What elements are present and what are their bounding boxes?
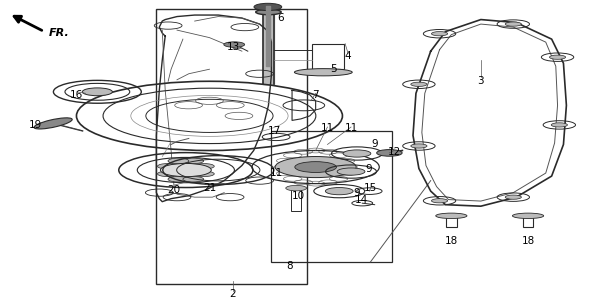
- Ellipse shape: [325, 188, 353, 195]
- Ellipse shape: [158, 163, 178, 169]
- Text: 17: 17: [268, 126, 281, 136]
- Ellipse shape: [168, 158, 189, 164]
- Ellipse shape: [549, 55, 566, 59]
- Text: 11: 11: [321, 123, 334, 133]
- Text: 9: 9: [365, 163, 372, 174]
- Ellipse shape: [411, 82, 427, 86]
- Text: 16: 16: [70, 90, 83, 100]
- Ellipse shape: [183, 176, 204, 182]
- Ellipse shape: [343, 150, 371, 157]
- Text: 18: 18: [445, 236, 458, 246]
- Bar: [523, 216, 533, 227]
- Ellipse shape: [254, 3, 282, 11]
- Ellipse shape: [294, 69, 352, 76]
- Text: 4: 4: [345, 51, 352, 61]
- Ellipse shape: [168, 176, 189, 182]
- Bar: [312, 44, 344, 69]
- Text: 3: 3: [477, 76, 484, 86]
- Text: 14: 14: [355, 195, 368, 205]
- Ellipse shape: [160, 163, 211, 177]
- Bar: [291, 188, 301, 211]
- Ellipse shape: [431, 32, 448, 36]
- Text: 15: 15: [364, 183, 377, 193]
- Text: 6: 6: [277, 13, 284, 23]
- Text: 12: 12: [388, 147, 401, 157]
- Ellipse shape: [551, 123, 568, 127]
- Ellipse shape: [224, 42, 245, 47]
- Bar: [446, 216, 457, 227]
- Text: 9: 9: [353, 188, 360, 198]
- Ellipse shape: [34, 118, 72, 129]
- Text: 13: 13: [227, 42, 240, 52]
- Ellipse shape: [505, 195, 522, 199]
- Ellipse shape: [158, 171, 178, 177]
- Text: 20: 20: [168, 185, 181, 195]
- Ellipse shape: [83, 88, 112, 96]
- Ellipse shape: [431, 199, 448, 203]
- Ellipse shape: [513, 213, 543, 219]
- Ellipse shape: [194, 163, 214, 169]
- Ellipse shape: [505, 22, 522, 26]
- Text: 21: 21: [203, 183, 216, 193]
- Ellipse shape: [295, 162, 336, 172]
- Ellipse shape: [255, 9, 281, 15]
- Text: 19: 19: [29, 120, 42, 130]
- Text: FR.: FR.: [48, 27, 69, 38]
- Text: 9: 9: [371, 139, 378, 150]
- Ellipse shape: [183, 158, 204, 164]
- Text: 11: 11: [270, 168, 283, 178]
- Text: 2: 2: [230, 289, 237, 299]
- Ellipse shape: [286, 185, 307, 191]
- Ellipse shape: [436, 213, 467, 219]
- Text: 18: 18: [522, 236, 535, 246]
- Ellipse shape: [411, 144, 427, 148]
- Bar: [271, 131, 392, 262]
- Ellipse shape: [376, 150, 402, 156]
- Ellipse shape: [275, 157, 356, 178]
- Ellipse shape: [194, 171, 214, 177]
- Text: 8: 8: [286, 261, 293, 272]
- Text: 11: 11: [345, 123, 358, 133]
- Bar: [156, 9, 307, 284]
- Text: 7: 7: [312, 90, 319, 100]
- Text: 5: 5: [330, 64, 337, 74]
- Ellipse shape: [337, 168, 365, 175]
- Text: 10: 10: [291, 191, 304, 201]
